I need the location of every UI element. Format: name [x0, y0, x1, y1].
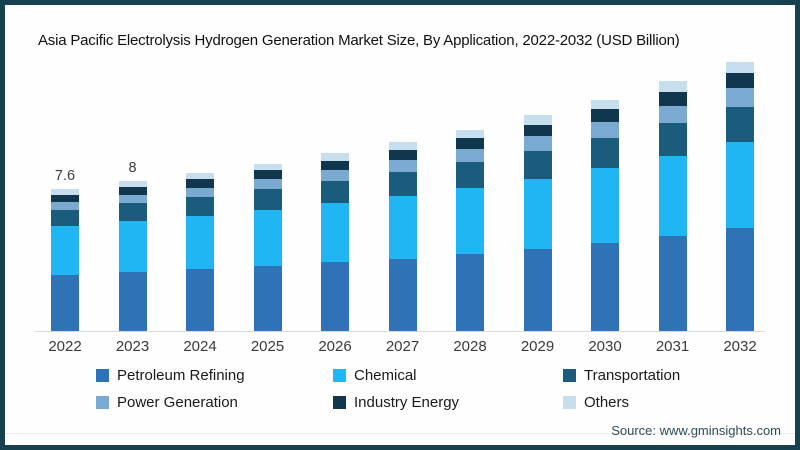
bar-2027: [388, 142, 417, 331]
bar-segment-power-generation-2031: [658, 105, 687, 123]
bar-segment-industry-energy-2026: [321, 160, 349, 170]
bar-segment-chemical-2026: [321, 203, 349, 263]
bar-segment-power-generation-2028: [456, 149, 484, 163]
bar-segment-industry-energy-2031: [658, 92, 687, 106]
bar-segment-chemical-2024: [186, 215, 214, 270]
bar-segment-others-2028: [456, 130, 484, 139]
bar-2028: [456, 130, 484, 332]
data-label-2022: 7.6: [54, 167, 76, 184]
chart-canvas: 2022 7.6 2023 8 2024 2025 2026 2027 2028 2029 2030…: [5, 5, 795, 445]
bar-segment-chemical-2022: [51, 226, 79, 275]
bar-segment-others-2026: [321, 153, 349, 161]
bar-segment-petroleum-refining-2030: [591, 243, 619, 331]
bar-segment-power-generation-2026: [321, 169, 349, 181]
bar-segment-industry-energy-2027: [388, 150, 417, 160]
x-axis-label-2032: 2032: [723, 338, 757, 355]
x-axis-label-2022: 2022: [48, 338, 82, 355]
bar-segment-industry-energy-2032: [726, 72, 754, 88]
x-axis-label-2028: 2028: [453, 338, 487, 355]
x-axis-label-2026: 2026: [318, 338, 352, 355]
bar-segment-petroleum-refining-2026: [321, 262, 349, 331]
bar-segment-petroleum-refining-2025: [253, 265, 282, 331]
bar-segment-transportation-2029: [523, 150, 552, 179]
source-attribution: Source: www.gminsights.com: [611, 423, 781, 438]
bar-segment-transportation-2025: [253, 188, 282, 210]
x-axis-label-2031: 2031: [655, 338, 690, 355]
bar-segment-petroleum-refining-2029: [523, 249, 552, 331]
bar-segment-transportation-2028: [456, 162, 484, 189]
x-axis-line: [35, 331, 765, 332]
bar-segment-petroleum-refining-2031: [658, 236, 687, 332]
bar-2031: [658, 81, 687, 332]
bar-segment-industry-energy-2028: [456, 138, 484, 150]
bar-segment-chemical-2032: [726, 142, 754, 229]
bar-segment-industry-energy-2022: [51, 194, 79, 202]
bar-segment-petroleum-refining-2024: [186, 269, 214, 331]
bar-segment-chemical-2023: [118, 221, 147, 273]
bar-2026: [321, 153, 349, 331]
bar-segment-others-2030: [591, 99, 619, 110]
bar-segment-transportation-2032: [726, 106, 754, 143]
bar-2029: [523, 115, 552, 331]
card-bottom-divider: [5, 433, 795, 434]
bar-segment-chemical-2029: [523, 178, 552, 250]
bar-segment-power-generation-2022: [51, 202, 79, 210]
bar-segment-power-generation-2025: [253, 179, 282, 189]
chart-title: Asia Pacific Electrolysis Hydrogen Gener…: [38, 32, 680, 49]
bar-segment-chemical-2027: [388, 195, 417, 259]
bar-segment-industry-energy-2025: [253, 170, 282, 180]
data-label-2023: 8: [128, 160, 137, 177]
bar-segment-transportation-2026: [321, 180, 349, 204]
bar-segment-chemical-2028: [456, 188, 484, 255]
bar-segment-power-generation-2024: [186, 187, 214, 197]
bar-segment-chemical-2031: [658, 155, 687, 237]
bar-segment-petroleum-refining-2022: [51, 274, 79, 331]
bar-segment-transportation-2030: [591, 137, 619, 168]
bar-segment-others-2023: [118, 181, 147, 187]
bar-2023: [118, 181, 147, 331]
bar-segment-others-2025: [253, 163, 282, 171]
bar-segment-power-generation-2032: [726, 87, 754, 107]
bar-segment-transportation-2022: [51, 209, 79, 227]
bar-segment-power-generation-2023: [118, 194, 147, 204]
bar-segment-chemical-2025: [253, 209, 282, 266]
x-axis-label-2029: 2029: [520, 338, 555, 355]
bar-segment-power-generation-2030: [591, 121, 619, 138]
bar-segment-power-generation-2029: [523, 136, 552, 151]
bar-2025: [253, 163, 282, 331]
bar-segment-transportation-2023: [118, 203, 147, 222]
x-axis-label-2023: 2023: [115, 338, 150, 355]
x-axis-label-2027: 2027: [385, 338, 420, 355]
x-axis-label-2024: 2024: [183, 338, 217, 355]
bar-segment-others-2029: [523, 115, 552, 125]
x-axis-label-2030: 2030: [588, 338, 622, 355]
bar-segment-transportation-2027: [388, 171, 417, 196]
bar-2022: [51, 188, 79, 331]
bar-segment-transportation-2024: [186, 196, 214, 216]
bar-2024: [186, 173, 214, 331]
bar-segment-chemical-2030: [591, 167, 619, 244]
bar-segment-industry-energy-2024: [186, 179, 214, 188]
bar-segment-industry-energy-2023: [118, 187, 147, 195]
bar-segment-petroleum-refining-2028: [456, 254, 484, 332]
bar-segment-others-2027: [388, 142, 417, 150]
bar-segment-petroleum-refining-2032: [726, 228, 754, 331]
bar-segment-others-2024: [186, 173, 214, 180]
bar-segment-petroleum-refining-2027: [388, 258, 417, 331]
bar-segment-industry-energy-2029: [523, 124, 552, 137]
x-axis-label-2025: 2025: [250, 338, 285, 355]
bar-segment-others-2031: [658, 81, 687, 93]
bar-2032: [726, 61, 754, 331]
bar-segment-others-2022: [51, 188, 79, 195]
bar-segment-transportation-2031: [658, 122, 687, 156]
bar-segment-industry-energy-2030: [591, 109, 619, 122]
bar-2030: [591, 99, 619, 332]
bar-segment-power-generation-2027: [388, 159, 417, 172]
bar-segment-petroleum-refining-2023: [118, 272, 147, 331]
bar-segment-others-2032: [726, 61, 754, 73]
